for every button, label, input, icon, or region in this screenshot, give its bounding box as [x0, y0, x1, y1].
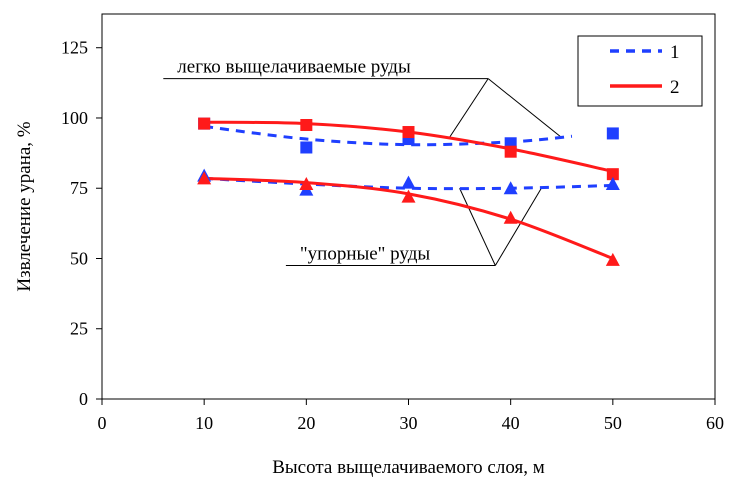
data-point [198, 117, 211, 130]
series-line [204, 176, 613, 191]
data-point [402, 126, 415, 139]
annotation-pointer [487, 78, 563, 139]
y-tick-label: 125 [61, 38, 88, 58]
data-point [299, 177, 314, 191]
x-tick-label: 40 [502, 413, 520, 433]
x-tick-label: 10 [195, 413, 213, 433]
y-tick-label: 25 [70, 319, 88, 339]
data-point [606, 127, 619, 140]
data-point [503, 181, 518, 195]
data-point [504, 145, 517, 158]
legend-label: 1 [670, 42, 680, 63]
data-point [401, 189, 416, 203]
x-tick-label: 20 [297, 413, 315, 433]
annotation-label: легко выщелачиваемые руды [177, 57, 411, 78]
x-tick-label: 30 [400, 413, 418, 433]
data-point [605, 177, 620, 191]
data-point [300, 141, 313, 154]
legend-label: 2 [670, 77, 680, 98]
data-point [605, 252, 620, 266]
legend-box [577, 35, 703, 107]
y-tick-label: 50 [70, 248, 88, 268]
x-axis-title: Высота выщелачиваемого слоя, м [272, 457, 545, 478]
data-point [197, 171, 212, 185]
y-tick-label: 0 [79, 389, 88, 409]
annotation-label: "упорные" руды [300, 244, 431, 265]
annotation-pointer [494, 187, 542, 266]
annotation-pointer [448, 78, 489, 138]
y-tick-label: 75 [70, 178, 88, 198]
annotation-pointer [459, 188, 496, 266]
y-tick-label: 100 [61, 108, 88, 128]
x-tick-label: 60 [706, 413, 724, 433]
y-axis-title: Извлечение урана, % [14, 121, 35, 291]
legend: 12 [577, 35, 703, 107]
data-point [504, 137, 517, 150]
data-point [401, 175, 416, 189]
data-point [503, 210, 518, 224]
x-tick-label: 0 [98, 413, 107, 433]
data-point [606, 168, 619, 181]
data-point [300, 119, 313, 132]
x-tick-label: 50 [604, 413, 622, 433]
